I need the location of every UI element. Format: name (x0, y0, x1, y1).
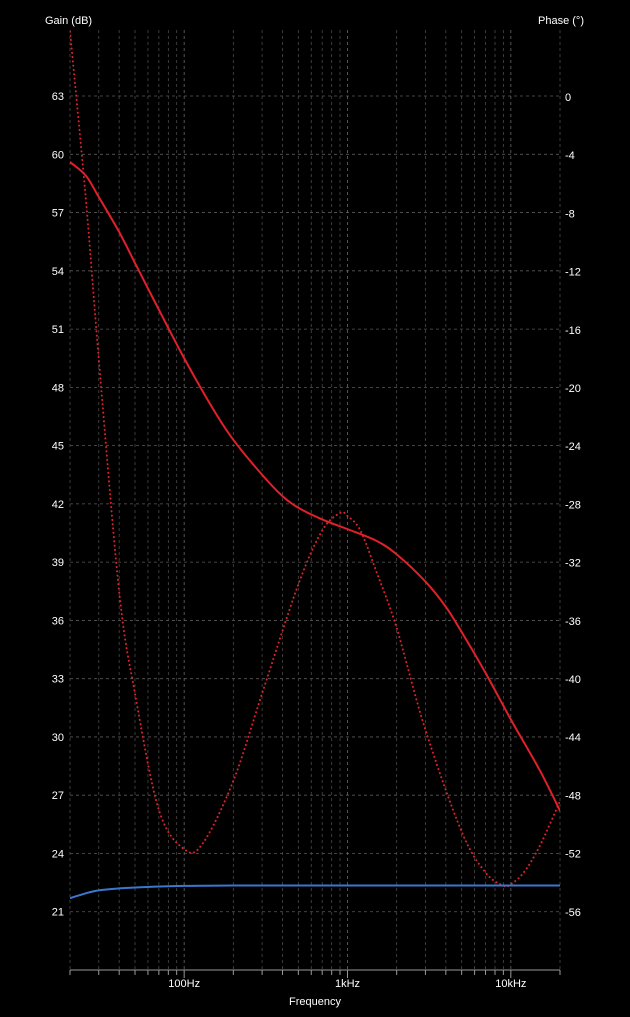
grid (69, 30, 561, 970)
y-left-tick-label: 36 (52, 615, 64, 627)
y-axis-left-label: Gain (dB) (45, 15, 92, 27)
y-left-tick-label: 51 (52, 324, 64, 336)
y-left-tick-label: 21 (52, 907, 64, 919)
y-left-tick-label: 48 (52, 382, 64, 394)
y-right-tick-label: -36 (565, 616, 581, 628)
y-left-tick-label: 30 (52, 732, 64, 744)
y-right-tick-label: -40 (565, 674, 581, 686)
series-lines (70, 30, 560, 900)
y-right-tick-label: -4 (565, 150, 575, 162)
y-left-tick-label: 60 (52, 149, 64, 161)
y-left-tick-label: 57 (52, 208, 64, 220)
series-line-gain-secondary (70, 884, 560, 900)
x-tick-label: 10kHz (495, 978, 526, 990)
x-tick-label: 1kHz (335, 978, 360, 990)
series-line-gain (70, 161, 560, 812)
y-axis-right-label: Phase (°) (538, 15, 584, 27)
y-left-tick-label: 24 (52, 848, 64, 860)
y-right-tick-label: -24 (565, 441, 581, 453)
y-left-tick-label: 63 (52, 91, 64, 103)
y-right-tick-label: -48 (565, 790, 581, 802)
y-right-tick-label: -12 (565, 267, 581, 279)
y-right-tick-label: -8 (565, 208, 575, 220)
tick-labels: 21 24 27 30 33 36 39 42 45 48 51 54 57 60 63 -56 -52 -48 -… (52, 91, 581, 990)
y-right-tick-label: -32 (565, 558, 581, 570)
x-tick-label: 100Hz (168, 978, 200, 990)
y-right-tick-label: -16 (565, 325, 581, 337)
x-axis-label: Frequency (289, 996, 341, 1008)
y-right-tick-label: -52 (565, 849, 581, 861)
y-left-tick-label: 54 (52, 266, 64, 278)
y-left-tick-label: 45 (52, 441, 64, 453)
y-right-tick-label: -44 (565, 732, 581, 744)
y-left-tick-label: 42 (52, 499, 64, 511)
y-right-tick-label: -20 (565, 383, 581, 395)
y-left-tick-label: 27 (52, 790, 64, 802)
series-line-phase (70, 30, 560, 888)
y-left-tick-label: 33 (52, 674, 64, 686)
y-right-tick-label: 0 (565, 92, 571, 104)
y-right-tick-label: -56 (565, 907, 581, 919)
y-right-tick-label: -28 (565, 499, 581, 511)
y-left-tick-label: 39 (52, 557, 64, 569)
